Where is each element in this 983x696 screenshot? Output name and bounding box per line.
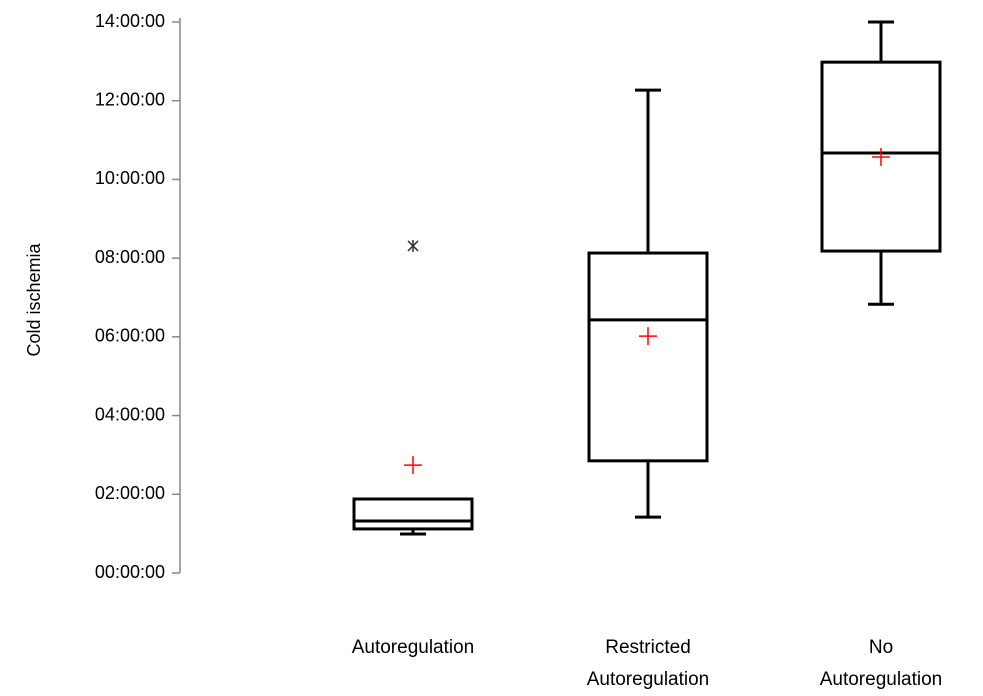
box xyxy=(820,60,942,253)
y-tick-label: 02:00:00 xyxy=(95,483,165,503)
y-tick-label: 10:00:00 xyxy=(95,168,165,188)
box xyxy=(587,251,709,463)
outlier xyxy=(407,239,419,252)
box xyxy=(352,497,474,531)
mean-marker xyxy=(639,327,657,346)
mean-marker xyxy=(872,147,890,166)
y-tick-label: 14:00:00 xyxy=(95,11,165,31)
x-tick-label: Restricted Autoregulation xyxy=(586,637,710,690)
x-tick-label: Autoregulation xyxy=(351,637,475,658)
y-tick-label: 06:00:00 xyxy=(95,326,165,346)
y-tick-label: 08:00:00 xyxy=(95,247,165,267)
y-axis-title: Cold ischemia xyxy=(24,242,44,356)
mean-marker xyxy=(404,456,422,475)
x-tick-label: No Autoregulation xyxy=(819,637,943,690)
y-tick-label: 04:00:00 xyxy=(95,404,165,424)
y-tick-label: 00:00:00 xyxy=(95,562,165,582)
y-tick-label: 12:00:00 xyxy=(95,89,165,109)
